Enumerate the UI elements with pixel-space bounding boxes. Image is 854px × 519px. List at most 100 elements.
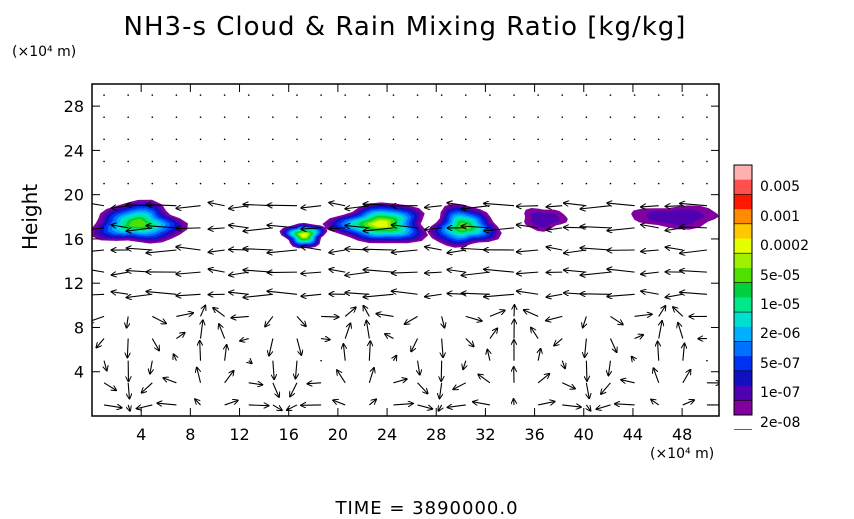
velocity-vector [376,314,394,317]
vector-dot [151,116,154,118]
vector-dot [151,138,154,141]
vector-dot [127,182,129,185]
velocity-vector [290,382,298,397]
vector-dot [344,182,347,185]
vector-dot [175,138,178,141]
vector-dot [368,116,371,118]
vector-dot [706,359,708,362]
y-tick-label: 28 [64,97,84,116]
velocity-vector [128,382,129,399]
vector-dot [103,160,105,163]
velocity-vector [601,382,611,394]
plot-frame [91,83,720,417]
velocity-vector [209,228,225,229]
vector-dot [609,160,612,163]
velocity-vector [231,316,249,317]
velocity-vector [92,293,105,296]
vector-dot [561,182,564,185]
velocity-vector [641,225,659,228]
velocity-vector [517,272,539,274]
colorbar-swatch [734,356,752,372]
velocity-vector [273,360,274,379]
velocity-vector [609,338,616,352]
vector-dot [513,160,515,163]
velocity-vector [146,205,177,206]
velocity-vector [345,271,370,275]
vector-dot [392,116,395,118]
velocity-vector [473,402,491,405]
velocity-vector [321,316,338,317]
y-tick-label: 8 [74,318,84,337]
velocity-vector [554,338,563,346]
x-tick-label: 4 [136,425,146,444]
vector-dot [464,94,467,96]
vector-dot [223,116,226,118]
cloud-contour-level [300,233,308,238]
velocity-vector [225,345,227,361]
velocity-vector [478,374,491,384]
velocity-vector [142,382,153,393]
cloud-contour-level [129,219,148,228]
vector-dot [223,160,226,163]
velocity-vector [301,294,322,296]
vector-dot [489,138,491,141]
velocity-vector [92,315,105,321]
vector-dot [513,116,515,118]
velocity-vector [641,272,659,274]
velocity-vector [447,203,466,206]
vector-dot [561,116,564,118]
vector-dot [706,182,708,185]
velocity-vector [583,316,587,327]
velocity-vector [219,324,226,339]
velocity-vector [683,344,685,361]
vector-dot [151,182,154,185]
velocity-vector [127,293,153,297]
vector-dot [272,182,274,185]
velocity-vector [442,338,443,358]
velocity-vector [564,203,587,206]
vector-dot [296,116,298,118]
vector-dot [464,182,467,185]
velocity-vector [439,404,442,411]
cloud-patch [427,203,502,248]
velocity-vector [465,315,482,321]
vector-dot [440,94,443,96]
velocity-vector [547,206,563,207]
velocity-vector [112,225,129,228]
velocity-vector [440,382,442,399]
velocity-vector [329,203,346,206]
velocity-vector [197,368,202,383]
velocity-vector [531,328,539,339]
vector-dot [682,138,684,141]
x-tick-label: 12 [229,425,249,444]
vector-dot [561,160,564,163]
velocity-vector [229,249,249,250]
vector-dot [633,138,636,141]
vector-dot [585,182,588,185]
velocity-vector [607,228,635,231]
vector-dot [706,116,708,118]
vector-dot [489,94,491,96]
vector-dot [537,138,539,141]
velocity-vector [586,404,590,411]
velocity-vector [654,368,660,383]
vector-dot [561,94,564,96]
vector-dot [706,160,708,163]
velocity-vector [596,404,611,409]
vector-dot [489,160,491,163]
y-tick-label: 20 [64,186,84,205]
velocity-vector [417,404,433,409]
velocity-vector [243,293,273,297]
colorbar-swatch [734,238,752,254]
velocity-vector [392,225,418,228]
velocity-vector [127,316,129,327]
velocity-vector [301,247,322,251]
vector-dot [103,182,105,185]
velocity-vector [248,405,269,406]
y-tick-label: 4 [74,363,84,382]
vector-dot [344,116,347,118]
vector-dot [682,160,684,163]
x-tick-label: 32 [475,425,495,444]
y-tick-label: 12 [64,274,84,293]
velocity-vector [393,379,406,384]
